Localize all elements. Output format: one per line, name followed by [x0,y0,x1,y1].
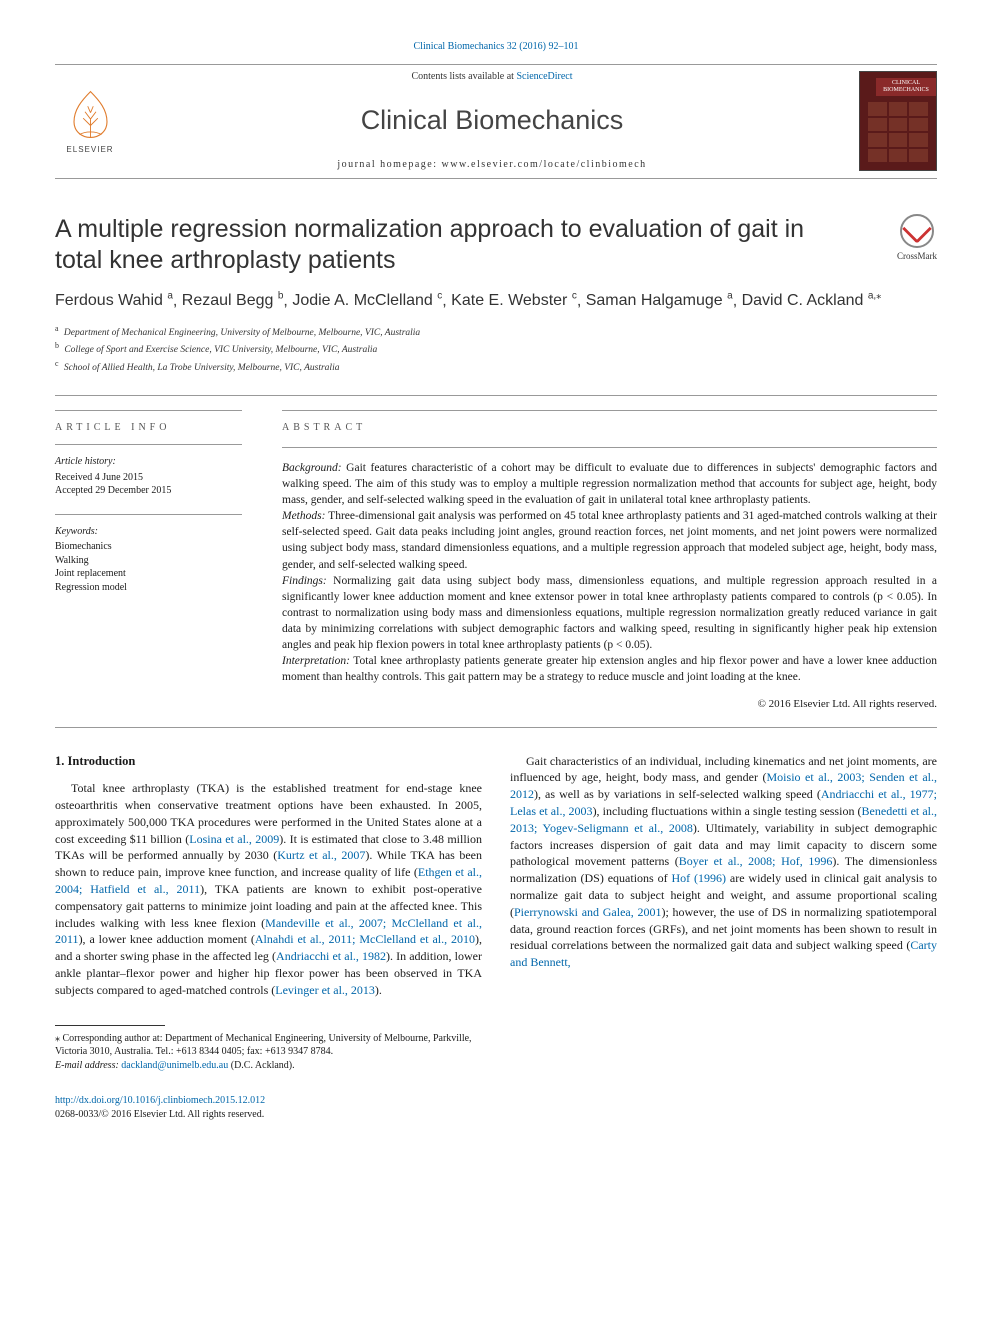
history-label: Article history: [55,455,242,469]
affiliation: b College of Sport and Exercise Science,… [55,340,937,357]
ref-link[interactable]: Boyer et al., 2008; Hof, 1996 [679,854,833,868]
issn-copyright: 0268-0033/© 2016 Elsevier Ltd. All right… [55,1108,937,1122]
abstract-section: Interpretation: Total knee arthroplasty … [282,653,937,685]
doi-link[interactable]: http://dx.doi.org/10.1016/j.clinbiomech.… [55,1095,265,1106]
crossmark-label: CrossMark [897,250,937,262]
intro-paragraph-2: Gait characteristics of an individual, i… [510,753,937,971]
affiliation-list: a Department of Mechanical Engineering, … [55,323,937,375]
abstract-column: abstract Background: Gait features chara… [260,396,937,727]
body-columns: 1. Introduction Total knee arthroplasty … [55,753,937,999]
crossmark-badge[interactable]: CrossMark [897,214,937,262]
author: David C. Ackland a,⁎ [742,292,882,309]
received-date: Received 4 June 2015 [55,471,242,485]
ref-link[interactable]: Hof (1996) [671,871,726,885]
publisher-logo: ELSEVIER [55,81,125,161]
ref-link[interactable]: Levinger et al., 2013 [275,983,375,997]
title-block: A multiple regression normalization appr… [55,214,937,277]
abstract-body: Background: Gait features characteristic… [282,460,937,685]
top-citation-link[interactable]: Clinical Biomechanics 32 (2016) 92–101 [414,41,579,52]
elsevier-tree-icon [63,87,118,142]
keywords-block: Keywords: BiomechanicsWalkingJoint repla… [55,525,242,595]
ref-link[interactable]: Kurtz et al., 2007 [277,848,365,862]
info-abstract-row: article info Article history: Received 4… [55,395,937,728]
cover-thumb-title: CLINICAL BIOMECHANICS [876,78,936,96]
cover-grid-pattern [868,102,928,162]
publisher-wordmark: ELSEVIER [66,145,113,156]
author-list: Ferdous Wahid a, Rezaul Begg b, Jodie A.… [55,290,937,313]
keyword: Walking [55,554,242,568]
sciencedirect-link[interactable]: ScienceDirect [516,71,572,82]
keyword: Joint replacement [55,567,242,581]
page-container: Clinical Biomechanics 32 (2016) 92–101 E… [0,0,992,1151]
affiliation: c School of Allied Health, La Trobe Univ… [55,358,937,375]
top-citation: Clinical Biomechanics 32 (2016) 92–101 [55,40,937,54]
keywords-label: Keywords: [55,525,242,539]
ref-link[interactable]: Pierrynowski and Galea, 2001 [514,905,661,919]
affiliation: a Department of Mechanical Engineering, … [55,323,937,340]
homepage-url[interactable]: www.elsevier.com/locate/clinbiomech [442,159,647,170]
abstract-heading: abstract [282,421,937,435]
abstract-section: Background: Gait features characteristic… [282,460,937,508]
email-suffix: (D.C. Ackland). [228,1060,294,1071]
keyword: Biomechanics [55,540,242,554]
contents-prefix: Contents lists available at [411,71,516,82]
ref-link[interactable]: Losina et al., 2009 [189,832,279,846]
corresponding-author-note: ⁎ Corresponding author at: Department of… [55,1032,478,1059]
email-line: E-mail address: dackland@unimelb.edu.au … [55,1059,478,1073]
ref-link[interactable]: Alnahdi et al., 2011; McClelland et al., [255,932,447,946]
page-footer: http://dx.doi.org/10.1016/j.clinbiomech.… [55,1094,937,1121]
author: Ferdous Wahid a [55,292,173,309]
contents-line: Contents lists available at ScienceDirec… [125,70,859,84]
ref-link[interactable]: 2010 [451,932,475,946]
cover-thumbnail: CLINICAL BIOMECHANICS [859,71,937,171]
article-info-column: article info Article history: Received 4… [55,396,260,727]
homepage-label: journal homepage: [337,159,441,170]
article-info-heading: article info [55,421,242,435]
footnotes: ⁎ Corresponding author at: Department of… [55,1013,478,1073]
author: Saman Halgamuge a [586,292,733,309]
article-history: Article history: Received 4 June 2015 Ac… [55,455,242,498]
author: Rezaul Begg b [182,292,284,309]
keywords-list: BiomechanicsWalkingJoint replacementRegr… [55,540,242,594]
author: Jodie A. McClelland c [292,292,442,309]
intro-paragraph-1: Total knee arthroplasty (TKA) is the est… [55,780,482,998]
journal-homepage: journal homepage: www.elsevier.com/locat… [125,158,859,172]
abstract-section: Methods: Three-dimensional gait analysis… [282,508,937,572]
ref-link[interactable]: Andriacchi et al., 1982 [276,949,386,963]
email-link[interactable]: dackland@unimelb.edu.au [121,1060,228,1071]
section-heading-intro: 1. Introduction [55,753,482,771]
article-title: A multiple regression normalization appr… [55,214,815,277]
abstract-section: Findings: Normalizing gait data using su… [282,573,937,653]
masthead: ELSEVIER Contents lists available at Sci… [55,64,937,179]
accepted-date: Accepted 29 December 2015 [55,484,242,498]
crossmark-icon [900,214,934,248]
author: Kate E. Webster c [451,292,577,309]
email-label: E-mail address: [55,1060,121,1071]
abstract-copyright: © 2016 Elsevier Ltd. All rights reserved… [282,697,937,712]
keyword: Regression model [55,581,242,595]
masthead-center: Contents lists available at ScienceDirec… [125,70,859,171]
journal-name: Clinical Biomechanics [125,102,859,138]
